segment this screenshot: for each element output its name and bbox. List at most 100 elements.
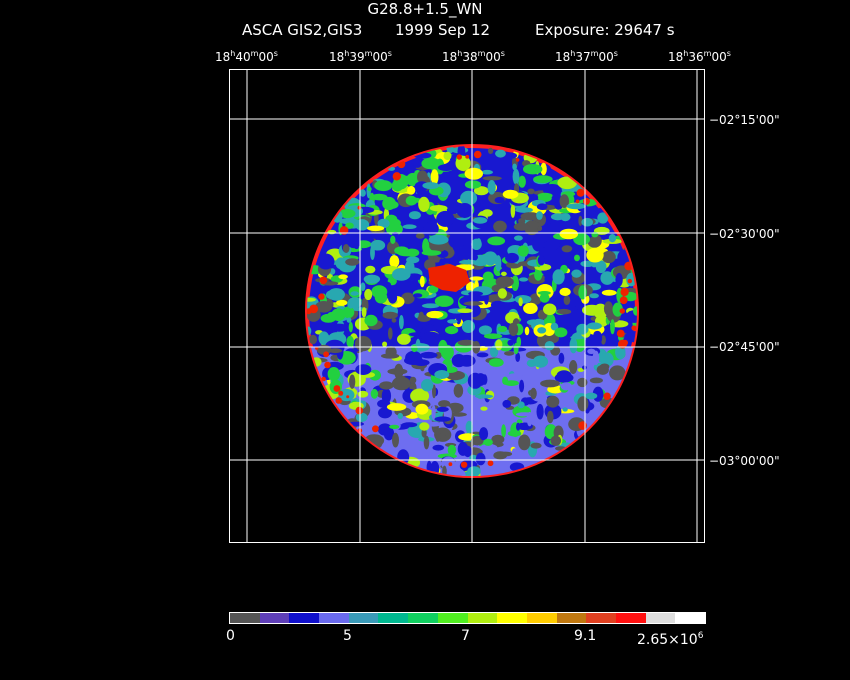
hotspot <box>335 397 343 404</box>
intensity-blob <box>475 452 486 466</box>
intensity-blob <box>422 238 430 254</box>
intensity-blob <box>374 291 388 304</box>
intensity-blob <box>563 295 571 305</box>
intensity-blob <box>540 162 547 176</box>
intensity-blob <box>394 363 404 380</box>
hotspot <box>321 376 326 382</box>
hotspot <box>515 158 520 162</box>
intensity-blob <box>468 269 473 278</box>
intensity-blob <box>421 428 427 438</box>
intensity-blob <box>390 235 396 244</box>
intensity-blob <box>410 388 430 404</box>
intensity-blob <box>494 196 505 204</box>
intensity-blob <box>513 222 530 231</box>
hotspot <box>620 287 629 297</box>
hotspot <box>627 278 632 284</box>
intensity-blob <box>586 322 602 330</box>
colorbar-swatch <box>259 613 290 623</box>
intensity-blob <box>580 260 595 267</box>
intensity-blob <box>397 412 403 420</box>
colorbar-max-label: 2.65×106 <box>637 631 704 648</box>
intensity-blob <box>415 403 429 415</box>
intensity-blob <box>582 365 587 370</box>
intensity-blob <box>318 331 330 346</box>
intensity-blob <box>402 224 417 229</box>
dec-tick-label: −02°30'00" <box>709 227 780 241</box>
intensity-blob <box>464 180 482 189</box>
intensity-blob <box>336 299 348 306</box>
colorbar-swatch <box>675 613 705 623</box>
intensity-blob <box>464 167 483 180</box>
intensity-blob <box>397 333 411 345</box>
intensity-blob <box>432 384 436 399</box>
hotspot <box>576 188 585 197</box>
intensity-blob <box>505 252 519 264</box>
hotspot <box>619 296 628 305</box>
intensity-blob <box>430 169 439 185</box>
intensity-blob <box>507 430 522 437</box>
intensity-blob <box>465 303 481 318</box>
intensity-blob <box>615 273 623 287</box>
intensity-blob <box>421 331 441 343</box>
intensity-blob <box>327 367 340 381</box>
intensity-blob <box>537 192 553 199</box>
intensity-blob <box>436 210 455 227</box>
intensity-blob <box>431 404 436 420</box>
intensity-blob <box>508 322 519 336</box>
observation-date: 1999 Sep 12 <box>395 21 491 39</box>
bright-source <box>428 264 470 292</box>
intensity-blob <box>401 422 418 428</box>
intensity-blob <box>596 364 609 375</box>
hotspot <box>448 462 453 467</box>
intensity-blob <box>517 245 529 257</box>
intensity-blob <box>330 323 349 332</box>
intensity-blob <box>377 399 391 408</box>
instrument-label: ASCA GIS2,GIS3 <box>242 21 363 39</box>
dec-tick-label: −02°15'00" <box>709 113 780 127</box>
intensity-blob <box>543 303 557 316</box>
intensity-blob <box>370 388 379 399</box>
intensity-blob <box>435 433 446 439</box>
ra-tick-label: 18h39m00s <box>329 49 392 64</box>
intensity-blob <box>355 219 370 231</box>
intensity-blob <box>383 426 395 441</box>
intensity-blob <box>482 176 502 181</box>
intensity-blob <box>469 276 484 281</box>
intensity-blob <box>507 339 514 346</box>
intensity-blob <box>544 276 550 282</box>
intensity-blob <box>317 253 335 270</box>
intensity-blob <box>374 180 393 192</box>
hotspot <box>324 361 331 369</box>
intensity-blob <box>523 164 543 175</box>
intensity-blob <box>518 297 523 307</box>
intensity-blob <box>365 265 376 274</box>
intensity-blob <box>511 448 518 459</box>
intensity-blob <box>382 196 396 211</box>
intensity-blob <box>495 149 506 158</box>
intensity-blob <box>434 352 442 359</box>
intensity-blob <box>350 291 360 296</box>
intensity-blob <box>493 220 507 233</box>
intensity-blob <box>518 277 529 282</box>
intensity-blob <box>448 232 466 249</box>
intensity-blob <box>530 442 542 449</box>
intensity-blob <box>428 285 439 294</box>
intensity-blob <box>481 169 493 175</box>
intensity-blob <box>471 238 482 250</box>
intensity-blob <box>550 435 562 446</box>
intensity-blob <box>546 222 552 235</box>
intensity-blob <box>633 306 637 316</box>
intensity-blob <box>348 321 353 333</box>
intensity-blob <box>346 317 352 323</box>
intensity-blob <box>506 373 524 383</box>
intensity-blob <box>419 275 425 288</box>
intensity-blob <box>600 271 614 285</box>
intensity-blob <box>415 233 425 239</box>
intensity-blob <box>512 163 517 171</box>
intensity-blob <box>463 301 483 306</box>
exposure-label: Exposure: 29647 s <box>535 21 675 39</box>
colorbar-swatch <box>230 613 260 623</box>
intensity-blob <box>559 194 570 209</box>
intensity-blob <box>577 396 589 412</box>
intensity-blob <box>453 383 464 398</box>
